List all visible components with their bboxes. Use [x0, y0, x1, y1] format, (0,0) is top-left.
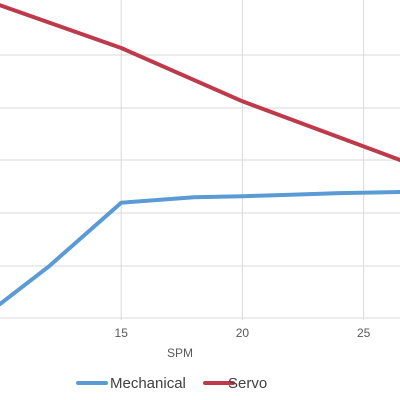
x-axis-title: SPM — [167, 346, 193, 360]
legend-label-mechanical: Mechanical — [110, 375, 186, 392]
series-lines — [0, 3, 400, 306]
horizontal-gridlines — [0, 54, 400, 319]
legend-label-servo: Servo — [228, 375, 267, 392]
series-line-mechanical — [0, 190, 400, 306]
vertical-gridlines — [120, 0, 365, 320]
x-tick-labels: 15 20 25 — [115, 326, 371, 340]
x-tick-label-25: 25 — [357, 326, 371, 340]
legend: Mechanical Servo — [76, 375, 267, 392]
series-line-servo — [0, 3, 400, 162]
x-tick-label-20: 20 — [236, 326, 250, 340]
x-tick-label-15: 15 — [115, 326, 129, 340]
